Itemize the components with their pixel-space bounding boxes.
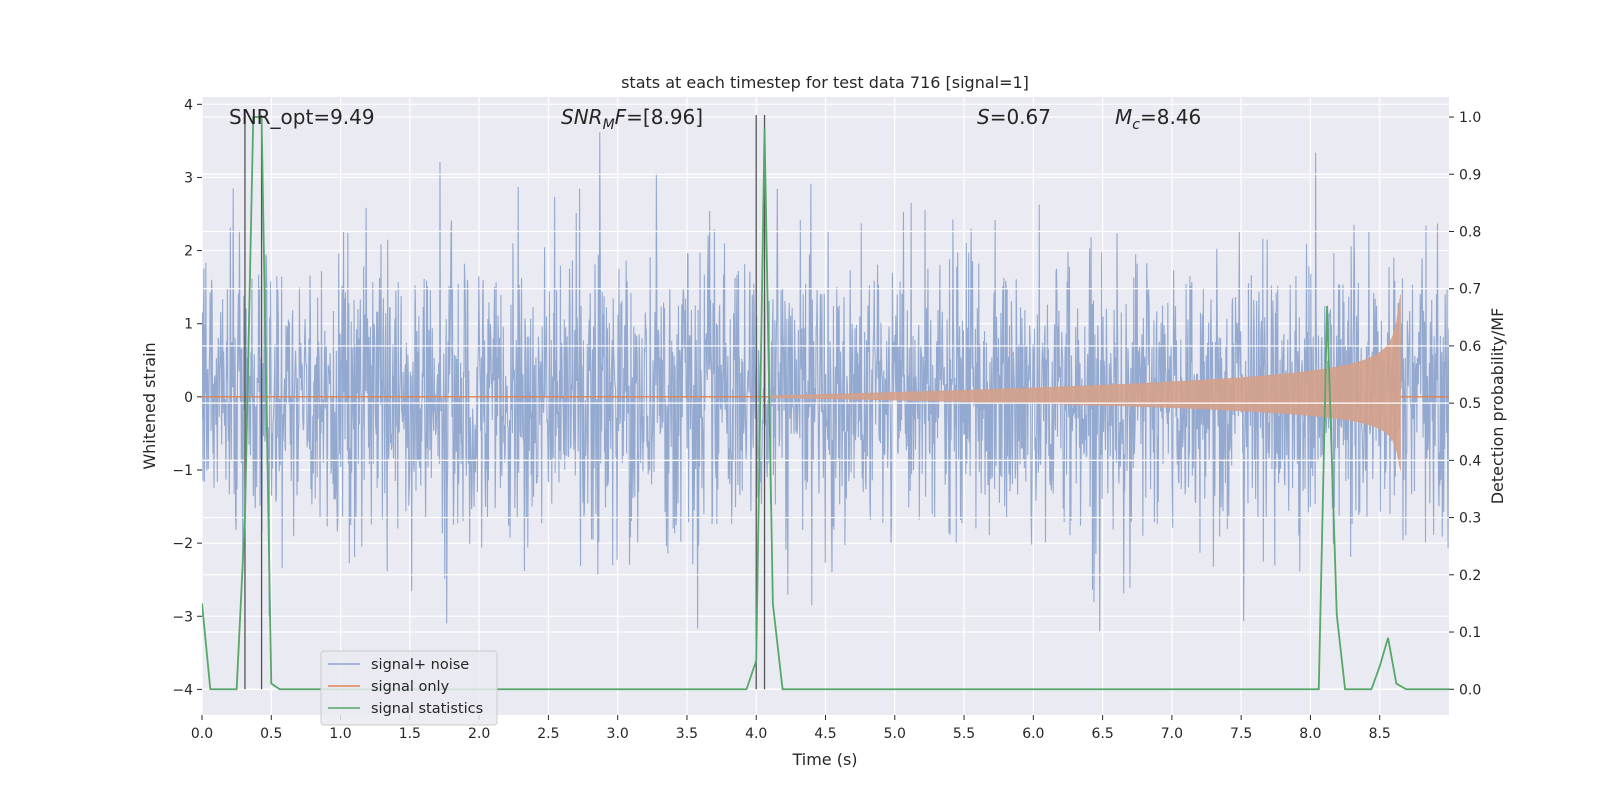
y-left-axis-label: Whitened strain: [140, 342, 159, 469]
x-tick-label: 1.5: [399, 726, 421, 742]
y-right-tick-label: 0.9: [1459, 167, 1481, 183]
mc-subscript: c: [1132, 117, 1140, 133]
legend: signal+ noise signal only signal statist…: [320, 650, 498, 726]
series-signal-only: [769, 294, 1401, 471]
y-left-tick-label: 1: [184, 317, 193, 333]
legend-label-signal-only: signal only: [371, 679, 450, 695]
snr-mf-subscript: M: [603, 117, 615, 133]
y-left-tick-label: 3: [184, 170, 193, 186]
y-left-tick-label: −3: [172, 609, 193, 625]
snr-mf-value: =[8.96]: [626, 105, 703, 129]
x-tick-label: 7.0: [1161, 726, 1183, 742]
x-tick-label: 2.0: [468, 726, 490, 742]
x-tick-label: 4.0: [745, 726, 767, 742]
y-right-tick-label: 0.7: [1459, 282, 1481, 298]
s-symbol: S: [977, 105, 990, 129]
y-right-tick-label: 1.0: [1459, 110, 1481, 126]
y-right-tick-label: 0.2: [1459, 568, 1481, 584]
signal-statistics-layer: [202, 116, 1449, 691]
y-right-tick-label: 0.1: [1459, 625, 1481, 641]
x-tick-label: 3.5: [676, 726, 698, 742]
x-tick-label: 5.0: [884, 726, 906, 742]
y-left-tick-label: −1: [172, 463, 193, 479]
y-right-axis-label: Detection probability/MF: [1488, 308, 1507, 505]
y-left-axis-ticks: −4 −3 −2 −1 0 1 2 3 4: [172, 97, 202, 698]
vertical-markers: [244, 115, 766, 690]
y-right-tick-label: 0.0: [1459, 682, 1481, 698]
y-right-tick-label: 0.8: [1459, 224, 1481, 240]
x-axis-ticks: 0.0 0.5 1.0 1.5 2.0 2.5 3.0 3.5 4.0 4.5 5.0 5.5 6.0 6…: [191, 715, 1391, 742]
x-tick-label: 4.5: [814, 726, 836, 742]
snr-opt-annotation: SNR_opt=9.49: [229, 105, 375, 129]
mc-value: =8.46: [1140, 105, 1201, 129]
mc-symbol: M: [1115, 105, 1132, 129]
legend-label-signal-noise: signal+ noise: [371, 657, 469, 673]
y-left-tick-label: −4: [172, 682, 193, 698]
snr-mf-tail: F: [615, 105, 627, 129]
x-tick-label: 8.0: [1299, 726, 1321, 742]
x-tick-label: 3.0: [607, 726, 629, 742]
s-annotation: S=0.67: [977, 105, 1051, 129]
chart-title: stats at each timestep for test data 716…: [621, 73, 1029, 92]
right-axis-grid: [202, 116, 1449, 690]
series-signal-statistics: [202, 116, 1449, 691]
x-tick-label: 6.0: [1022, 726, 1044, 742]
x-tick-label: 0.0: [191, 726, 213, 742]
y-right-tick-label: 0.4: [1459, 453, 1481, 469]
x-tick-label: 1.0: [329, 726, 351, 742]
x-tick-label: 5.5: [953, 726, 975, 742]
legend-box: [320, 650, 498, 726]
y-left-tick-label: −2: [172, 536, 193, 552]
s-value: =0.67: [990, 105, 1051, 129]
x-tick-label: 2.5: [537, 726, 559, 742]
x-tick-label: 8.5: [1369, 726, 1391, 742]
y-left-tick-label: 2: [184, 244, 193, 260]
y-right-axis-ticks: 0.0 0.1 0.2 0.3 0.4 0.5 0.6 0.7 0.8 0.9 1.0: [1449, 110, 1481, 698]
x-tick-label: 6.5: [1091, 726, 1113, 742]
y-left-tick-label: 4: [184, 97, 193, 113]
y-right-tick-label: 0.6: [1459, 339, 1481, 355]
y-right-tick-label: 0.3: [1459, 511, 1481, 527]
snr-mf-annotation: SNRMF=[8.96]: [561, 105, 703, 133]
x-tick-label: 0.5: [260, 726, 282, 742]
y-left-tick-label: 0: [184, 390, 193, 406]
snr-mf-symbol: SNR: [561, 105, 603, 129]
y-right-tick-label: 0.5: [1459, 396, 1481, 412]
legend-label-signal-statistics: signal statistics: [371, 701, 483, 717]
mc-annotation: Mc=8.46: [1115, 105, 1201, 133]
x-tick-label: 7.5: [1230, 726, 1252, 742]
series-layer: [202, 132, 1449, 632]
x-axis-label: Time (s): [791, 750, 857, 769]
